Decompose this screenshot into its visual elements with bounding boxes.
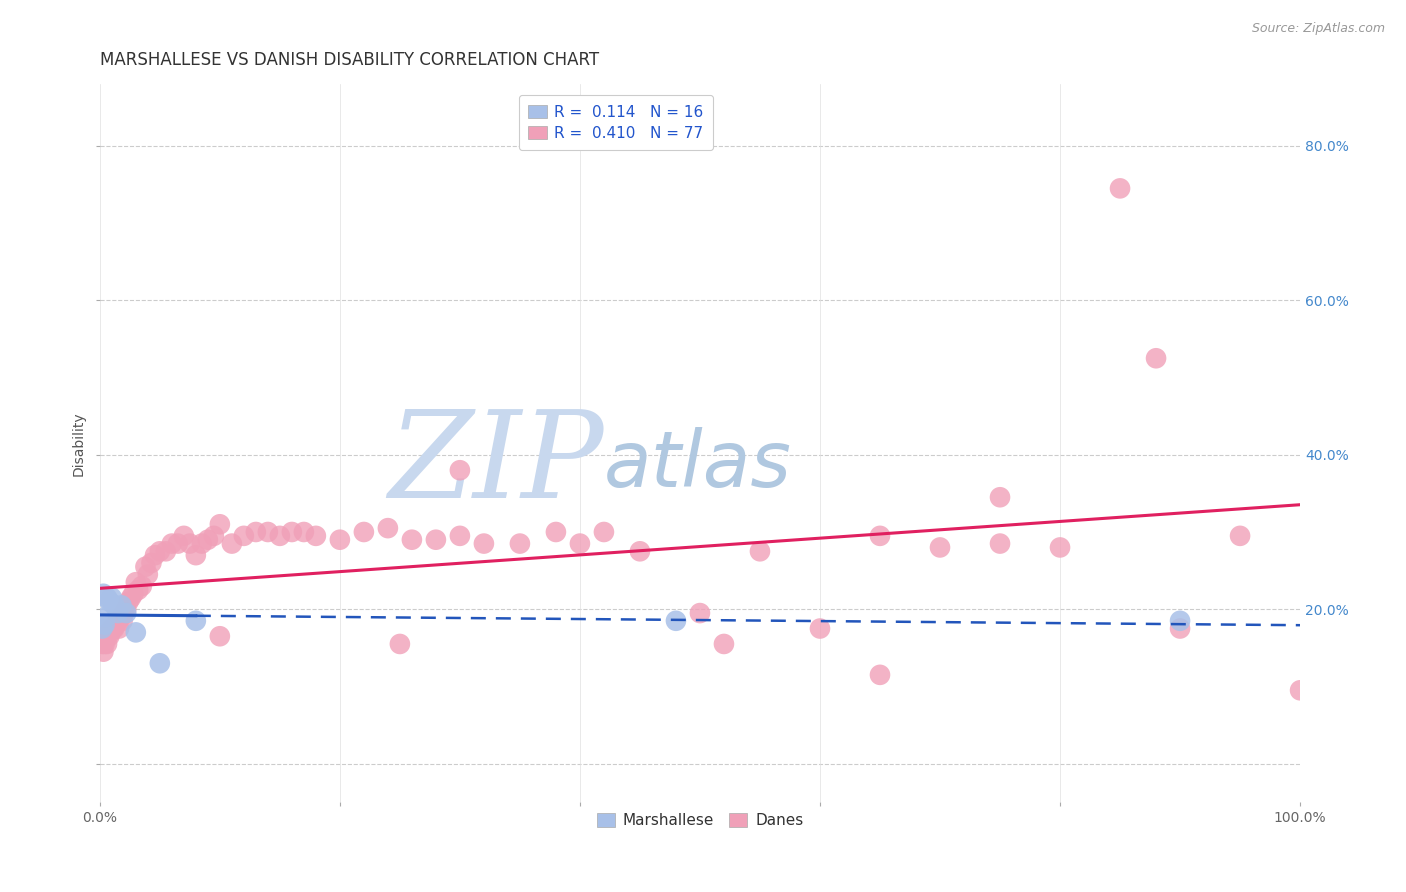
Point [202, 529, 225, 543]
Point [125, 575, 148, 590]
Point [988, 536, 1011, 550]
Point [509, 536, 531, 550]
Point [208, 517, 231, 532]
Point [111, 614, 134, 628]
Point [93, 617, 115, 632]
Point [1289, 683, 1312, 698]
Point [93, 637, 115, 651]
Point [665, 614, 688, 628]
Point [1109, 181, 1132, 195]
Point [869, 529, 891, 543]
Text: Source: ZipAtlas.com: Source: ZipAtlas.com [1251, 22, 1385, 36]
Point [1144, 351, 1167, 366]
Point [149, 657, 172, 671]
Point [808, 622, 831, 636]
Point [179, 536, 201, 550]
Point [388, 637, 411, 651]
Point [141, 556, 163, 570]
Point [544, 524, 567, 539]
Point [101, 622, 124, 636]
Point [98, 594, 121, 608]
Point [221, 536, 243, 550]
Point [94, 610, 117, 624]
Point [91, 622, 114, 636]
Point [292, 524, 315, 539]
Point [232, 529, 254, 543]
Point [115, 602, 138, 616]
Point [110, 599, 132, 613]
Point [149, 544, 172, 558]
Point [122, 587, 145, 601]
Point [120, 591, 142, 605]
Point [305, 529, 328, 543]
Point [568, 536, 591, 550]
Point [117, 594, 139, 608]
Point [329, 533, 352, 547]
Point [929, 541, 952, 555]
Point [107, 606, 129, 620]
Point [97, 625, 120, 640]
Point [191, 536, 214, 550]
Point [155, 544, 177, 558]
Point [107, 614, 129, 628]
Y-axis label: Disability: Disability [72, 411, 86, 475]
Point [134, 559, 156, 574]
Point [1168, 622, 1191, 636]
Point [101, 591, 124, 605]
Legend: Marshallese, Danes: Marshallese, Danes [591, 807, 810, 834]
Point [257, 524, 280, 539]
Text: ZIP: ZIP [388, 406, 605, 524]
Point [136, 567, 159, 582]
Point [125, 625, 148, 640]
Point [96, 637, 118, 651]
Point [425, 533, 447, 547]
Point [173, 529, 195, 543]
Point [208, 629, 231, 643]
Point [103, 599, 125, 613]
Point [281, 524, 304, 539]
Point [749, 544, 772, 558]
Point [184, 548, 207, 562]
Point [131, 579, 153, 593]
Point [988, 490, 1011, 504]
Point [353, 524, 375, 539]
Point [689, 606, 711, 620]
Point [96, 591, 118, 605]
Point [94, 629, 117, 643]
Point [449, 529, 471, 543]
Point [93, 587, 115, 601]
Point [1229, 529, 1251, 543]
Point [93, 645, 115, 659]
Point [245, 524, 267, 539]
Point [143, 548, 166, 562]
Point [472, 536, 495, 550]
Point [1049, 541, 1071, 555]
Point [166, 536, 188, 550]
Text: MARSHALLESE VS DANISH DISABILITY CORRELATION CHART: MARSHALLESE VS DANISH DISABILITY CORRELA… [100, 51, 599, 69]
Point [112, 606, 135, 620]
Point [98, 629, 121, 643]
Point [160, 536, 183, 550]
Point [869, 668, 891, 682]
Text: atlas: atlas [605, 426, 792, 503]
Point [91, 637, 114, 651]
Point [401, 533, 423, 547]
Point [104, 617, 127, 632]
Point [713, 637, 735, 651]
Point [1168, 614, 1191, 628]
Point [197, 533, 219, 547]
Point [110, 610, 132, 624]
Point [115, 606, 138, 620]
Point [100, 625, 122, 640]
Point [127, 582, 149, 597]
Point [593, 524, 616, 539]
Point [101, 622, 124, 636]
Point [184, 614, 207, 628]
Point [628, 544, 651, 558]
Point [103, 622, 125, 636]
Point [377, 521, 399, 535]
Point [269, 529, 291, 543]
Point [449, 463, 471, 477]
Point [108, 622, 131, 636]
